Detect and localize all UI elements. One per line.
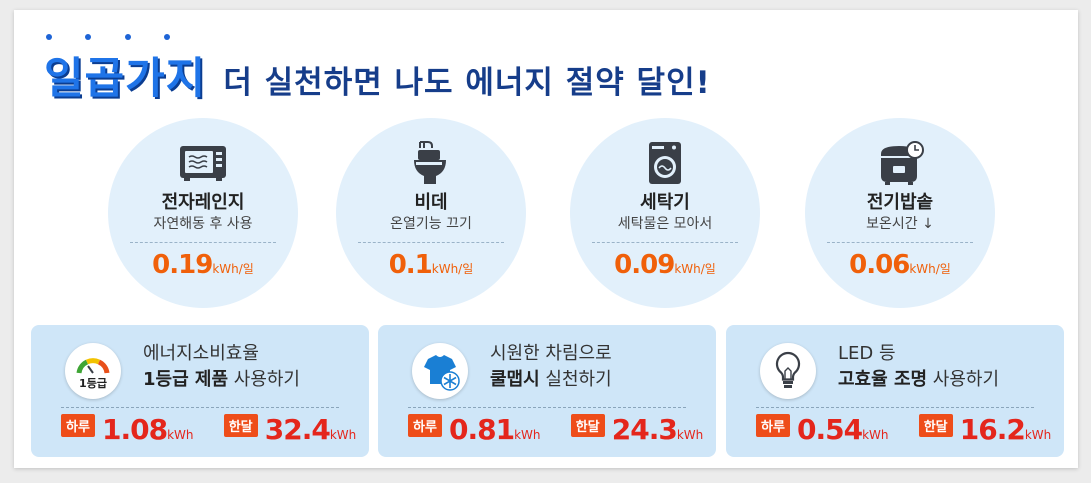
tip-microwave: 전자레인지 자연해동 후 사용 0.19kWh/일 — [108, 118, 298, 308]
panel-line2-bold: 쿨맵시 — [490, 369, 540, 390]
panel-energy-grade: 1등급 에너지소비효율 1등급 제품 사용하기 하루 1.08kWh 한달 32… — [31, 325, 369, 457]
month-value: 32.4 — [264, 413, 331, 446]
panel-line2-rest: 사용하기 — [927, 369, 1000, 390]
microwave-icon — [180, 146, 226, 181]
energy-grade-icon: 1등급 — [65, 343, 121, 399]
month-badge: 한달 — [223, 414, 258, 437]
tip-name: 세탁기 — [640, 192, 690, 213]
panel-line2: 1등급 제품 사용하기 — [143, 365, 300, 391]
divider — [408, 407, 686, 408]
tip-value: 0.19kWh/일 — [108, 250, 298, 280]
month-unit: kWh — [676, 428, 704, 442]
month-value: 16.2 — [959, 413, 1026, 446]
divider — [61, 407, 339, 408]
tip-value-unit: kWh/일 — [909, 262, 951, 276]
day-unit: kWh — [862, 428, 889, 442]
month-unit: kWh — [1024, 428, 1052, 442]
panel-line2: 쿨맵시 실천하기 — [490, 365, 612, 391]
panel-led-lighting: LED 등 고효율 조명 사용하기 하루 0.54kWh 한달 16.2kWh — [726, 325, 1064, 457]
tip-desc: 세탁물은 모아서 — [617, 216, 713, 232]
day-value: 1.08 — [102, 413, 168, 446]
panel-line2-bold: 고효율 조명 — [838, 369, 928, 390]
divider — [358, 242, 504, 243]
tip-desc: 보온시간 ↓ — [866, 216, 934, 232]
day-value: 0.54 — [797, 413, 863, 446]
tip-value-unit: kWh/일 — [431, 262, 474, 276]
light-bulb-icon — [760, 343, 816, 399]
title-accent: 일곱가지 — [44, 54, 207, 104]
panel-line2: 고효율 조명 사용하기 — [838, 365, 999, 391]
month-unit: kWh — [329, 428, 357, 442]
day-unit: kWh — [514, 428, 541, 442]
tip-value-unit: kWh/일 — [674, 262, 716, 276]
day-badge: 하루 — [61, 414, 95, 437]
panel-line1: 에너지소비효율 — [143, 343, 259, 364]
panel-line1: 시원한 차림으로 — [490, 343, 612, 364]
tip-value: 0.09kWh/일 — [570, 250, 760, 280]
grade-icon-label: 1등급 — [79, 377, 107, 390]
day-value: 0.81 — [449, 413, 515, 446]
day-badge: 하루 — [408, 414, 442, 437]
tip-washing-machine: 세탁기 세탁물은 모아서 0.09kWh/일 — [570, 118, 760, 308]
panel-line2-rest: 실천하기 — [539, 369, 612, 390]
tip-desc: 자연해동 후 사용 — [153, 216, 253, 232]
tip-value-number: 0.09 — [614, 250, 675, 280]
tip-value-number: 0.1 — [388, 250, 433, 280]
infographic-card: 일곱가지 더 실천하면 나도 에너지 절약 달인! 전자레인지 자연해동 후 사… — [14, 10, 1078, 468]
washing-machine-icon — [649, 142, 681, 184]
month-value: 24.3 — [611, 413, 678, 446]
tip-bidet: 비데 온열기능 끄기 0.1kWh/일 — [336, 118, 526, 308]
cool-shirt-icon — [412, 343, 468, 399]
month-badge: 한달 — [918, 414, 953, 437]
tip-name: 전기밥솥 — [866, 192, 934, 213]
divider — [827, 242, 973, 243]
panel-line2-rest: 사용하기 — [228, 369, 300, 390]
tip-value-unit: kWh/일 — [212, 262, 254, 276]
panel-savings: 하루 0.81kWh 한달 24.3kWh — [408, 413, 703, 446]
tip-value: 0.06kWh/일 — [805, 250, 995, 280]
month-badge: 한달 — [570, 414, 605, 437]
tip-value-number: 0.06 — [849, 250, 910, 280]
divider — [130, 242, 276, 243]
panel-savings: 하루 1.08kWh 한달 32.4kWh — [61, 413, 356, 446]
title-rest: 더 실천하면 나도 에너지 절약 달인! — [223, 65, 711, 101]
tip-rice-cooker: 전기밥솥 보온시간 ↓ 0.06kWh/일 — [805, 118, 995, 308]
divider — [756, 407, 1034, 408]
panel-cool-biz: 시원한 차림으로 쿨맵시 실천하기 하루 0.81kWh 한달 24.3kWh — [378, 325, 716, 457]
bidet-icon — [414, 141, 446, 184]
tip-name: 전자레인지 — [161, 192, 245, 213]
panel-line1: LED 등 — [838, 343, 896, 364]
page-title: 일곱가지 더 실천하면 나도 에너지 절약 달인! — [44, 44, 711, 104]
rice-cooker-icon — [881, 141, 924, 185]
tip-desc: 온열기능 끄기 — [390, 216, 472, 232]
tip-value: 0.1kWh/일 — [336, 250, 526, 280]
day-unit: kWh — [167, 428, 194, 442]
panel-savings: 하루 0.54kWh 한달 16.2kWh — [756, 413, 1051, 446]
divider — [592, 242, 738, 243]
panel-line2-bold: 1등급 제품 — [143, 369, 229, 390]
day-badge: 하루 — [756, 414, 790, 437]
tip-name: 비데 — [414, 192, 448, 213]
tip-value-number: 0.19 — [152, 250, 213, 280]
